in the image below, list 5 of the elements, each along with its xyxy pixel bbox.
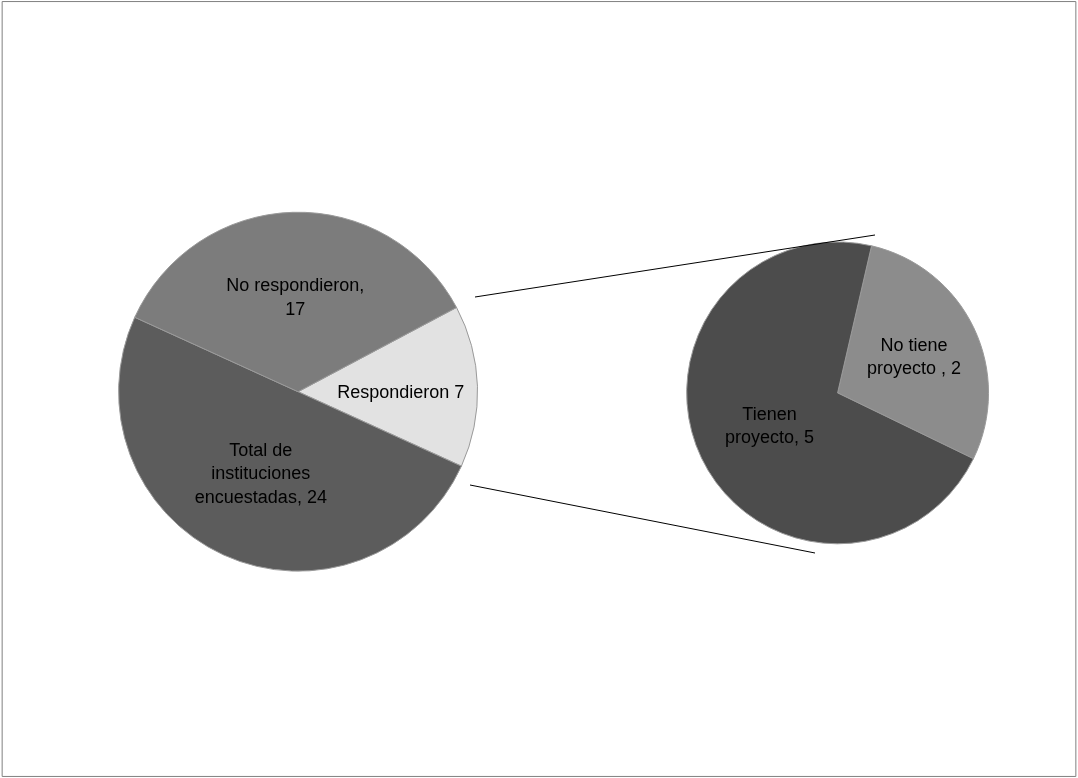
slice-label: No respondieron, 17 [226,275,365,319]
slice-label: Total de instituciones encuestadas, 24 [194,439,327,507]
slice-label: Tienen proyecto, 5 [725,403,815,448]
slice-label: Respondieron 7 [337,381,465,402]
slice-label: No tiene proyecto , 2 [866,334,962,379]
